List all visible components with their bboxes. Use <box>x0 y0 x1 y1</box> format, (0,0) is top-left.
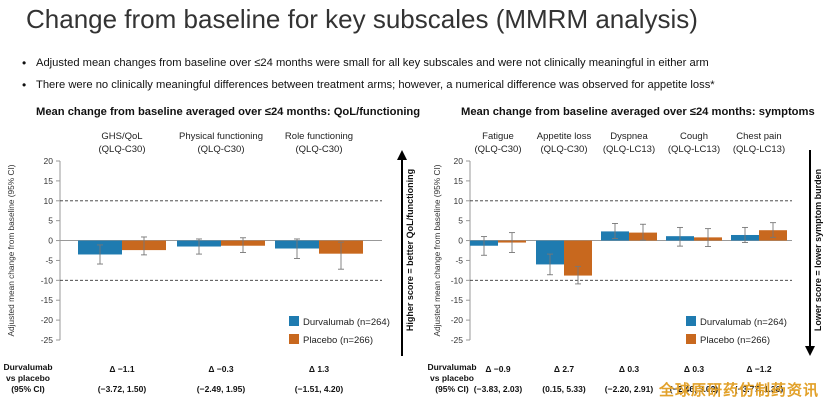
category-label: GHS/QoL <box>101 131 142 142</box>
delta-value: Δ −1.2 <box>746 364 772 374</box>
stats-row-label: Durvalumab <box>427 362 476 372</box>
category-sublabel: (QLQ-C30) <box>541 144 588 155</box>
delta-value: Δ 1.3 <box>309 364 330 374</box>
bullet-text: There were no clinically meaningful diff… <box>36 79 715 91</box>
y-tick-label: -5 <box>45 255 53 265</box>
y-tick-label: 0 <box>458 236 463 246</box>
category-label: Appetite loss <box>537 131 592 142</box>
legend-label: Durvalumab (n=264) <box>303 317 390 328</box>
left-panel-title: Mean change from baseline averaged over … <box>36 106 421 118</box>
delta-value: Δ −0.9 <box>485 364 511 374</box>
y-tick-label: -20 <box>41 315 54 325</box>
legend-swatch-durvalumab <box>686 316 696 326</box>
y-tick-label: 10 <box>44 196 54 206</box>
category-label: Chest pain <box>736 131 781 142</box>
direction-arrow-label: Lower score = lower symptom burden <box>813 169 823 331</box>
y-tick-label: -20 <box>451 315 464 325</box>
stats-row-label: (95% CI) <box>11 384 45 394</box>
delta-ci: (−3.77, 1.36) <box>735 384 784 394</box>
y-tick-label: 10 <box>454 196 464 206</box>
legend-swatch-placebo <box>686 334 696 344</box>
category-sublabel: (QLQ-LC13) <box>603 144 655 155</box>
category-label: Dyspnea <box>610 131 648 142</box>
legend-label: Durvalumab (n=264) <box>700 317 787 328</box>
stats-row-label: vs placebo <box>430 373 474 383</box>
category-label: Physical functioning <box>179 131 263 142</box>
stats-row-label: Durvalumab <box>3 362 52 372</box>
y-tick-label: 5 <box>458 216 463 226</box>
delta-ci: (−3.72, 1.50) <box>98 384 147 394</box>
y-tick-label: 5 <box>48 216 53 226</box>
category-sublabel: (QLQ-C30) <box>198 144 245 155</box>
category-sublabel: (QLQ-LC13) <box>733 144 785 155</box>
category-label: Role functioning <box>285 131 353 142</box>
y-tick-label: 15 <box>454 176 464 186</box>
bullet-text: Adjusted mean changes from baseline over… <box>36 57 709 69</box>
bullet-dot-icon: • <box>22 78 27 92</box>
y-tick-label: 0 <box>48 236 53 246</box>
bullet-dot-icon: • <box>22 56 27 70</box>
legend-label: Placebo (n=266) <box>303 335 373 346</box>
category-label: Cough <box>680 131 708 142</box>
delta-value: Δ −0.3 <box>208 364 234 374</box>
legend-swatch-placebo <box>289 334 299 344</box>
category-sublabel: (QLQ-LC13) <box>668 144 720 155</box>
y-tick-label: -25 <box>41 335 54 345</box>
y-tick-label: -5 <box>455 255 463 265</box>
delta-ci: (0.15, 5.33) <box>542 384 586 394</box>
delta-value: Δ −1.1 <box>109 364 135 374</box>
category-sublabel: (QLQ-C30) <box>99 144 146 155</box>
delta-ci: (−1.51, 4.20) <box>295 384 344 394</box>
y-tick-label: -10 <box>41 275 54 285</box>
right-panel-title: Mean change from baseline averaged over … <box>461 106 815 118</box>
delta-ci: (−3.83, 2.03) <box>474 384 523 394</box>
y-axis-label: Adjusted mean change from baseline (95% … <box>6 164 16 336</box>
delta-ci: (−2.46, 3.02) <box>670 384 719 394</box>
bullet-item: • Adjusted mean changes from baseline ov… <box>22 52 715 74</box>
stats-row-label: (95% CI) <box>435 384 469 394</box>
y-tick-label: 15 <box>44 176 54 186</box>
bar-durvalumab <box>536 240 564 265</box>
y-axis-label: Adjusted mean change from baseline (95% … <box>432 164 442 336</box>
category-sublabel: (QLQ-C30) <box>296 144 343 155</box>
legend-swatch-durvalumab <box>289 316 299 326</box>
y-tick-label: 20 <box>44 156 54 166</box>
y-tick-label: -15 <box>41 295 54 305</box>
watermark: 全球原研药仿制药资讯 <box>658 382 819 399</box>
delta-ci: (−2.49, 1.95) <box>197 384 246 394</box>
delta-value: Δ 2.7 <box>554 364 575 374</box>
delta-value: Δ 0.3 <box>684 364 705 374</box>
direction-arrow-up-icon <box>397 150 407 160</box>
direction-arrow-down-icon <box>805 346 815 356</box>
stats-row-label: vs placebo <box>6 373 50 383</box>
y-tick-label: -25 <box>451 335 464 345</box>
legend-label: Placebo (n=266) <box>700 335 770 346</box>
bullet-list: • Adjusted mean changes from baseline ov… <box>22 52 715 96</box>
y-tick-label: 20 <box>454 156 464 166</box>
page-title: Change from baseline for key subscales (… <box>26 4 698 34</box>
category-label: Fatigue <box>482 131 514 142</box>
bullet-item: • There were no clinically meaningful di… <box>22 74 715 96</box>
category-sublabel: (QLQ-C30) <box>475 144 522 155</box>
delta-value: Δ 0.3 <box>619 364 640 374</box>
y-tick-label: -15 <box>451 295 464 305</box>
delta-ci: (−2.20, 2.91) <box>605 384 654 394</box>
y-tick-label: -10 <box>451 275 464 285</box>
direction-arrow-label: Higher score = better QoL/functioning <box>405 169 415 331</box>
